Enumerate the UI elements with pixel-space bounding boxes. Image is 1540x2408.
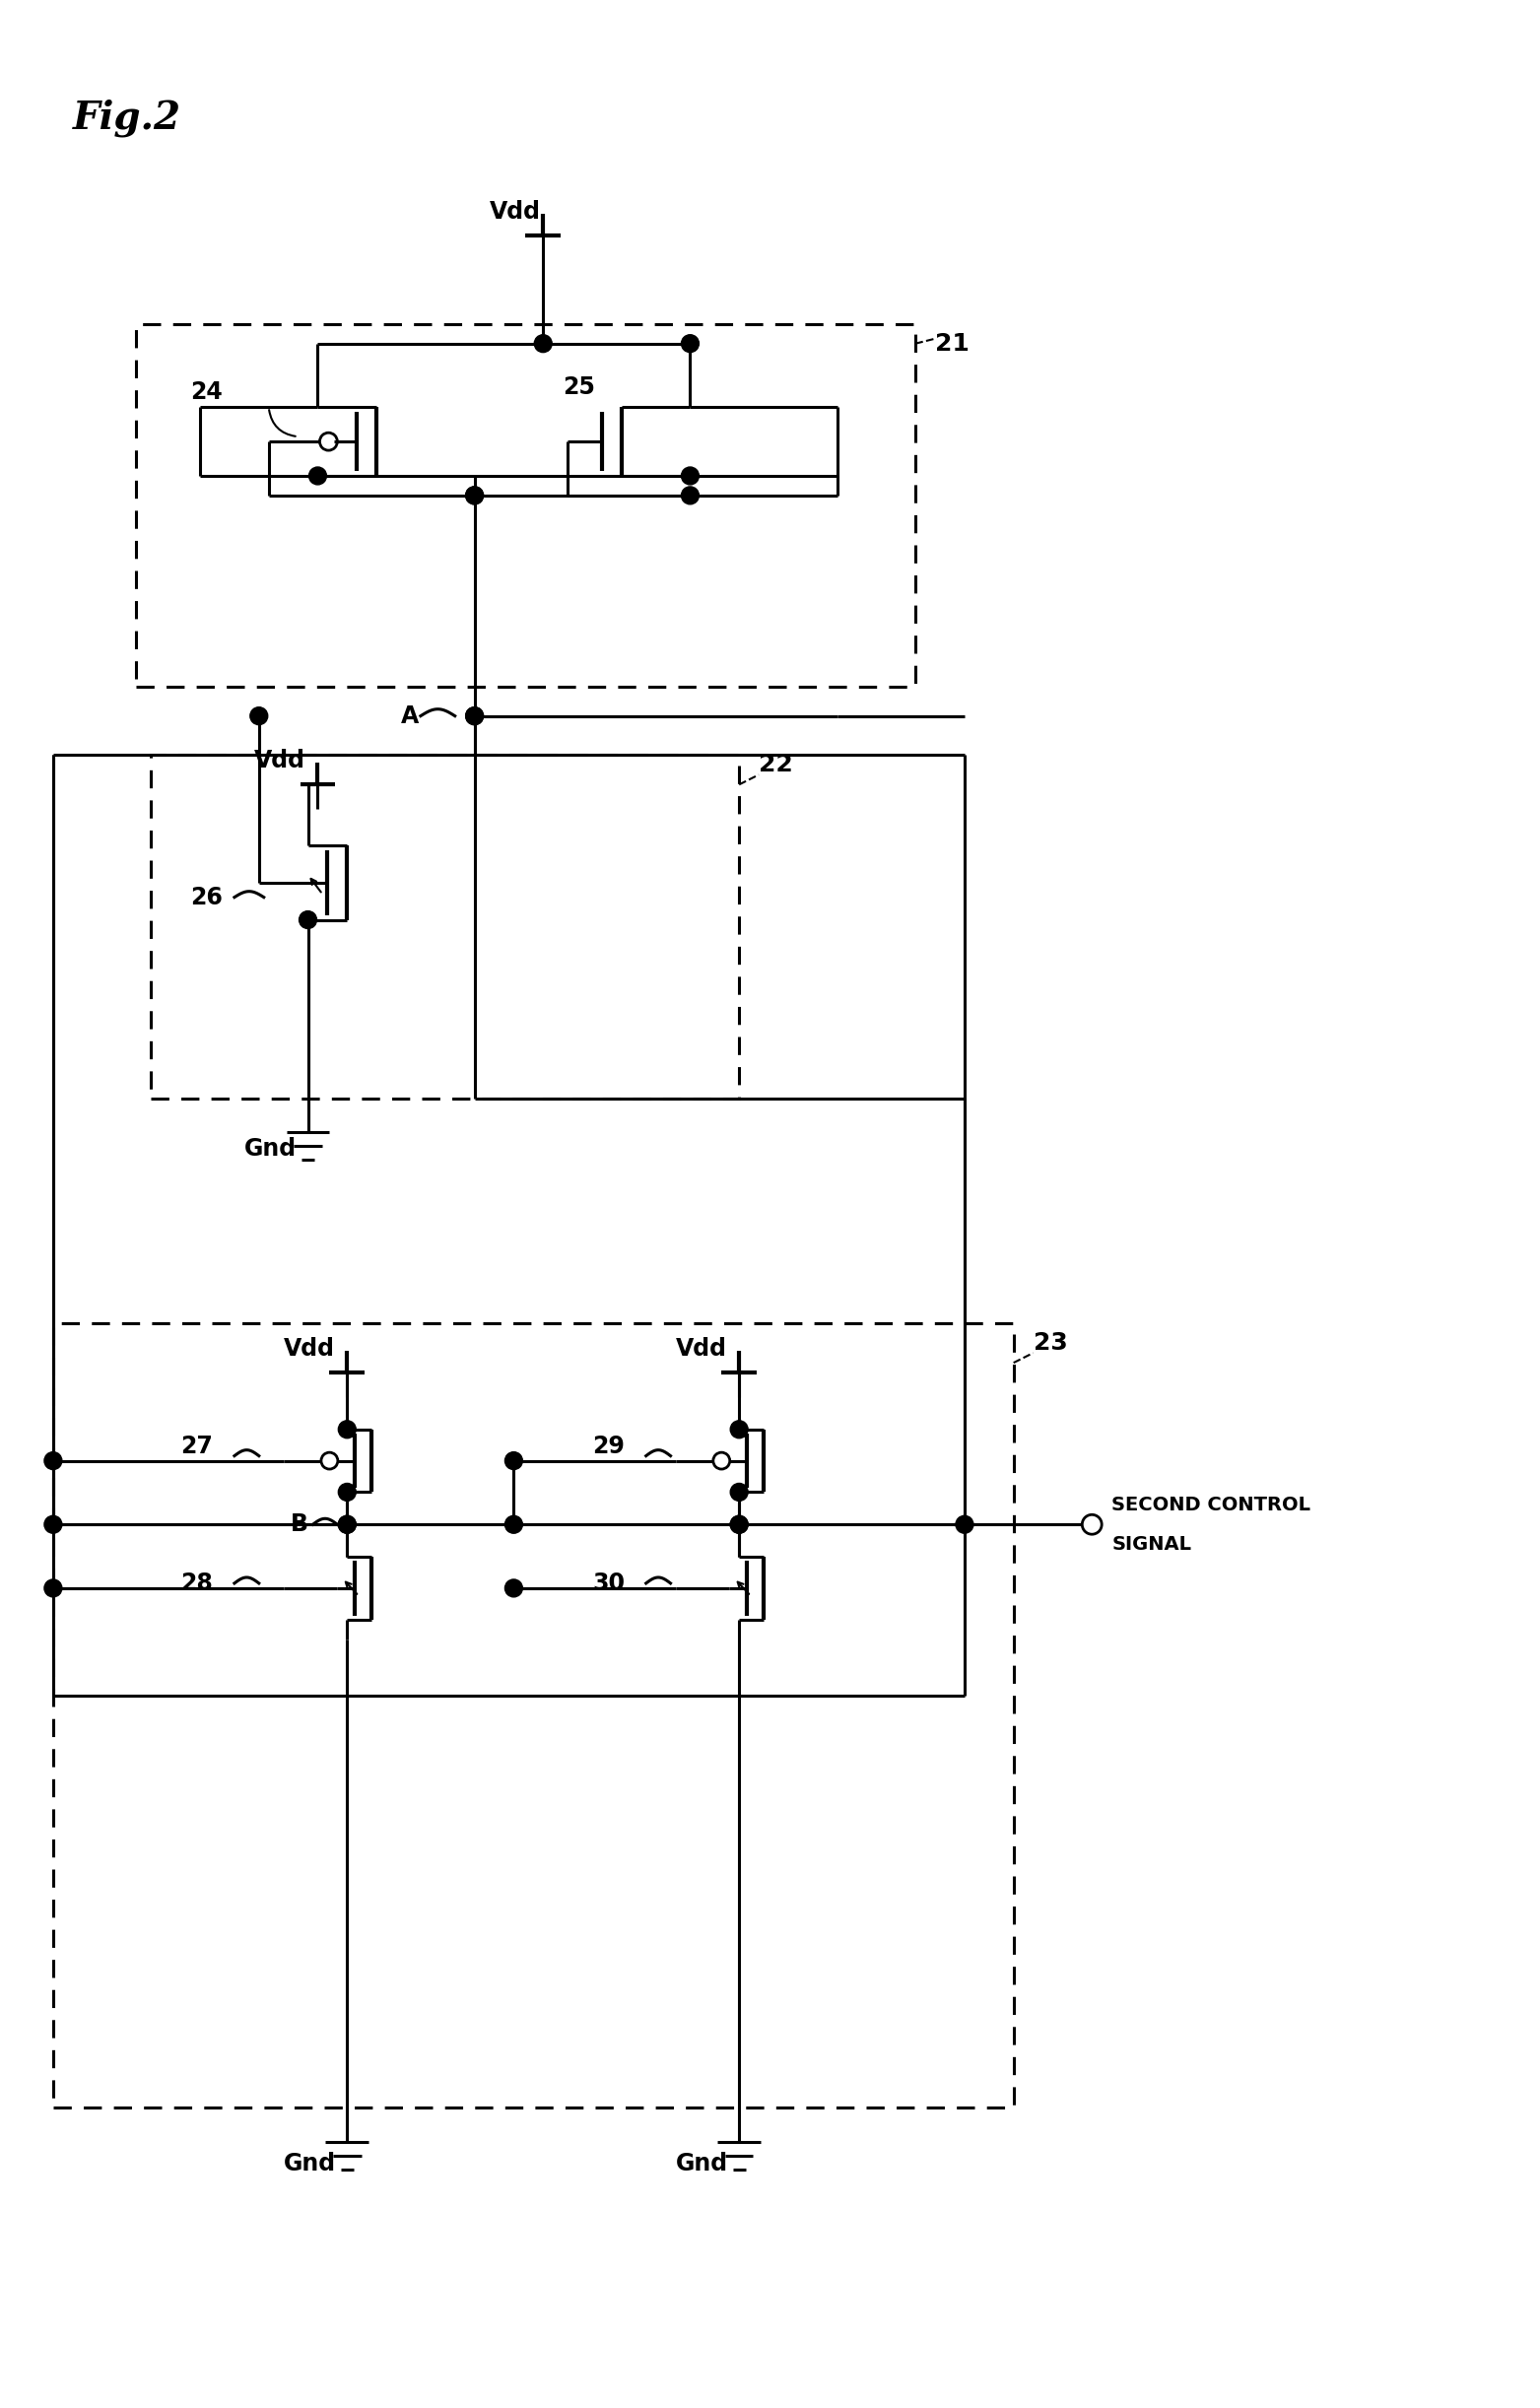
Circle shape: [45, 1515, 62, 1534]
Text: Gnd: Gnd: [245, 1137, 297, 1161]
Bar: [151, 756, 739, 1098]
Circle shape: [339, 1483, 356, 1500]
Circle shape: [465, 708, 484, 725]
Text: 30: 30: [591, 1572, 625, 1594]
Circle shape: [505, 1452, 522, 1469]
Circle shape: [45, 1452, 62, 1469]
Bar: [137, 325, 916, 686]
Circle shape: [681, 335, 699, 352]
Circle shape: [299, 910, 317, 929]
Text: 26: 26: [191, 886, 223, 910]
Circle shape: [730, 1483, 748, 1500]
Circle shape: [730, 1515, 748, 1534]
Text: 23: 23: [1033, 1332, 1067, 1356]
Circle shape: [249, 708, 268, 725]
Circle shape: [681, 467, 699, 484]
Text: 24: 24: [191, 380, 223, 405]
Text: Vdd: Vdd: [676, 1336, 727, 1361]
Circle shape: [465, 486, 484, 503]
Text: Gnd: Gnd: [283, 2153, 336, 2174]
Circle shape: [339, 1421, 356, 1438]
Circle shape: [534, 335, 551, 352]
Text: Vdd: Vdd: [254, 749, 305, 773]
Text: Fig.2: Fig.2: [72, 99, 182, 137]
Text: SIGNAL: SIGNAL: [1112, 1534, 1192, 1553]
Circle shape: [505, 1580, 522, 1597]
Text: Vdd: Vdd: [283, 1336, 334, 1361]
Circle shape: [339, 1515, 356, 1534]
Text: 25: 25: [562, 376, 594, 400]
Circle shape: [45, 1580, 62, 1597]
Text: SECOND CONTROL: SECOND CONTROL: [1112, 1495, 1311, 1515]
Circle shape: [730, 1421, 748, 1438]
Text: 28: 28: [180, 1572, 213, 1594]
Text: 29: 29: [591, 1435, 625, 1457]
Circle shape: [730, 1515, 748, 1534]
Bar: [52, 1324, 1013, 2107]
Text: A: A: [400, 703, 419, 727]
Text: 27: 27: [180, 1435, 213, 1457]
Text: 22: 22: [759, 754, 793, 778]
Circle shape: [310, 467, 326, 484]
Text: B: B: [290, 1512, 308, 1536]
Text: Gnd: Gnd: [676, 2153, 728, 2174]
Text: Vdd: Vdd: [490, 200, 541, 224]
Circle shape: [339, 1515, 356, 1534]
Circle shape: [681, 486, 699, 503]
Text: 21: 21: [935, 332, 970, 356]
Circle shape: [505, 1515, 522, 1534]
Circle shape: [956, 1515, 973, 1534]
Circle shape: [465, 708, 484, 725]
Circle shape: [465, 486, 484, 503]
